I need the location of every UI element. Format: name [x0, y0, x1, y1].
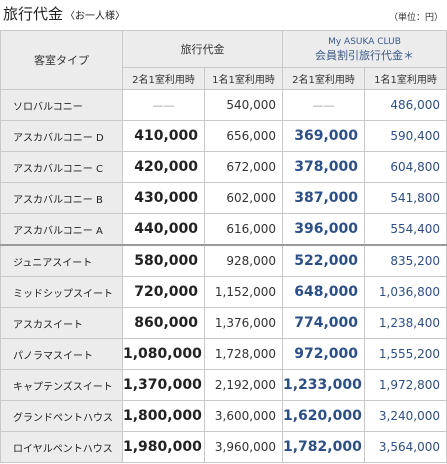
- table-row: グランドペントハウス 1,800,000 3,600,000 1,620,000…: [0, 400, 447, 432]
- price-one: 1,376,000: [204, 307, 283, 339]
- price-one: 1,728,000: [204, 338, 283, 370]
- table-row: キャプテンズスイート 1,370,000 2,192,000 1,233,000…: [0, 369, 447, 401]
- member-price-one: 1,555,200: [364, 338, 447, 370]
- title-subtitle: 〈お一人様〉: [65, 11, 126, 22]
- table-row: アスカバルコニー B 430,000 602,000 387,000 541,8…: [0, 182, 447, 214]
- title-text: 旅行代金: [3, 5, 64, 23]
- table-header-area: 旅行代金 〈お一人様〉 （単位：円）: [0, 0, 447, 30]
- member-price-two: 1,233,000: [282, 369, 365, 401]
- price-two: 580,000: [122, 244, 205, 277]
- page-title: 旅行代金 〈お一人様〉: [3, 3, 125, 24]
- price-two: ——: [122, 89, 205, 121]
- price-one: 656,000: [204, 120, 283, 152]
- header-member-club: My ASUKA CLUB: [328, 37, 401, 47]
- member-price-two: 522,000: [282, 244, 365, 277]
- price-one: 616,000: [204, 213, 283, 246]
- header-price-one: 1名1室利用時: [204, 67, 283, 90]
- price-two: 860,000: [122, 307, 205, 339]
- member-price-two: 1,782,000: [282, 431, 365, 463]
- table-row: パノラマスイート 1,080,000 1,728,000 972,000 1,5…: [0, 338, 447, 370]
- table-row: アスカスイート 860,000 1,376,000 774,000 1,238,…: [0, 307, 447, 339]
- price-two: 1,080,000: [122, 338, 205, 370]
- member-price-one: 3,240,000: [364, 400, 447, 432]
- member-price-two: 369,000: [282, 120, 365, 152]
- price-table: 客室タイプ 旅行代金 My ASUKA CLUB 会員割引旅行代金＊ 2名1室利…: [0, 30, 447, 463]
- price-two: 420,000: [122, 151, 205, 183]
- table-row: ミッドシップスイート 720,000 1,152,000 648,000 1,0…: [0, 276, 447, 308]
- cabin-name: アスカバルコニー B: [0, 182, 123, 214]
- price-one: 672,000: [204, 151, 283, 183]
- price-two: 1,980,000: [122, 431, 205, 463]
- price-two: 410,000: [122, 120, 205, 152]
- table-row: アスカバルコニー A 440,000 616,000 396,000 554,4…: [0, 213, 447, 246]
- header-price-group: 旅行代金: [122, 30, 283, 68]
- cabin-name: アスカスイート: [0, 307, 123, 339]
- member-price-two: 648,000: [282, 276, 365, 308]
- member-price-one: 541,800: [364, 182, 447, 214]
- member-price-two: 378,000: [282, 151, 365, 183]
- member-price-one: 1,238,400: [364, 307, 447, 339]
- cabin-name: グランドペントハウス: [0, 400, 123, 432]
- header-member-one: 1名1室利用時: [364, 67, 447, 90]
- header-price-two: 2名1室利用時: [122, 67, 205, 90]
- header-member-two: 2名1室利用時: [282, 67, 365, 90]
- member-price-one: 590,400: [364, 120, 447, 152]
- price-two: 1,370,000: [122, 369, 205, 401]
- price-one: 3,960,000: [204, 431, 283, 463]
- price-two: 440,000: [122, 213, 205, 246]
- price-one: 540,000: [204, 89, 283, 121]
- cabin-name: アスカバルコニー D: [0, 120, 123, 152]
- member-price-one: 3,564,000: [364, 431, 447, 463]
- member-price-two: 774,000: [282, 307, 365, 339]
- member-price-two: ——: [282, 89, 365, 121]
- member-price-one: 835,200: [364, 244, 447, 277]
- member-price-one: 486,000: [364, 89, 447, 121]
- table-row: ジュニアスイート 580,000 928,000 522,000 835,200: [0, 244, 447, 277]
- member-price-two: 396,000: [282, 213, 365, 246]
- price-one: 2,192,000: [204, 369, 283, 401]
- cabin-name: ミッドシップスイート: [0, 276, 123, 308]
- price-one: 602,000: [204, 182, 283, 214]
- member-price-one: 1,036,800: [364, 276, 447, 308]
- cabin-name: アスカバルコニー A: [0, 213, 123, 246]
- price-two: 720,000: [122, 276, 205, 308]
- header-member-group: My ASUKA CLUB 会員割引旅行代金＊: [282, 30, 447, 68]
- cabin-name: ソロバルコニー: [0, 89, 123, 121]
- price-two: 430,000: [122, 182, 205, 214]
- price-one: 928,000: [204, 244, 283, 277]
- member-price-two: 1,620,000: [282, 400, 365, 432]
- cabin-name: パノラマスイート: [0, 338, 123, 370]
- cabin-name: キャプテンズスイート: [0, 369, 123, 401]
- cabin-name: アスカバルコニー C: [0, 151, 123, 183]
- member-price-two: 387,000: [282, 182, 365, 214]
- price-one: 1,152,000: [204, 276, 283, 308]
- table-row: アスカバルコニー C 420,000 672,000 378,000 604,8…: [0, 151, 447, 183]
- cabin-name: ロイヤルペントハウス: [0, 431, 123, 463]
- table-row: アスカバルコニー D 410,000 656,000 369,000 590,4…: [0, 120, 447, 152]
- price-one: 3,600,000: [204, 400, 283, 432]
- table-row: ロイヤルペントハウス 1,980,000 3,960,000 1,782,000…: [0, 431, 447, 463]
- price-two: 1,800,000: [122, 400, 205, 432]
- member-price-one: 554,400: [364, 213, 447, 246]
- table-row: ソロバルコニー —— 540,000 —— 486,000: [0, 89, 447, 121]
- member-price-one: 1,972,800: [364, 369, 447, 401]
- header-member-discount: 会員割引旅行代金＊: [315, 49, 414, 62]
- member-price-two: 972,000: [282, 338, 365, 370]
- header-cabin-type: 客室タイプ: [0, 30, 123, 90]
- cabin-name: ジュニアスイート: [0, 244, 123, 277]
- member-price-one: 604,800: [364, 151, 447, 183]
- unit-note: （単位：円）: [388, 13, 443, 23]
